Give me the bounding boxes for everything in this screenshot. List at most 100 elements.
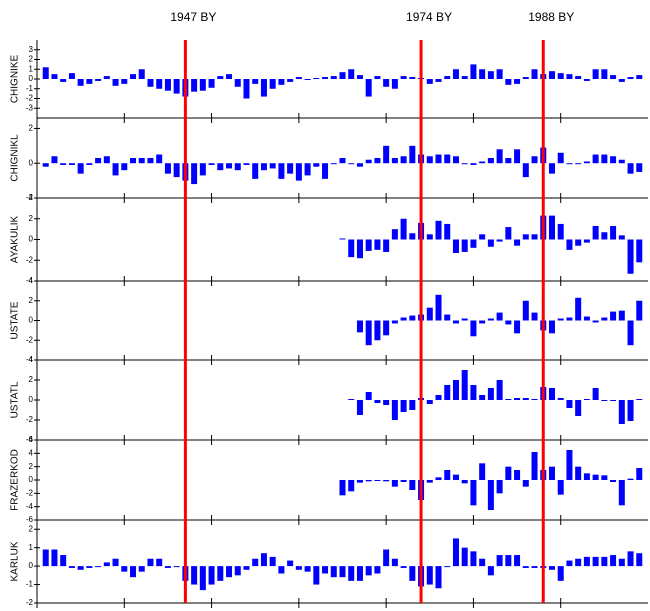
bar — [77, 163, 84, 174]
bar — [147, 558, 154, 567]
bar — [304, 566, 311, 572]
bar — [496, 555, 503, 567]
bar — [199, 163, 206, 176]
bar — [566, 450, 573, 480]
bar — [522, 234, 529, 240]
bar — [426, 307, 433, 321]
bar — [601, 556, 608, 567]
bar — [514, 555, 521, 567]
bar — [636, 468, 643, 480]
bar — [208, 566, 215, 585]
bar — [400, 156, 407, 164]
bar — [496, 380, 503, 400]
bar — [295, 566, 302, 570]
y-tick-label: 6 — [29, 435, 34, 444]
bar — [147, 79, 154, 87]
bar — [68, 566, 75, 568]
bar — [627, 320, 634, 346]
bar — [487, 239, 494, 247]
bar — [391, 79, 398, 89]
bar — [444, 76, 451, 79]
bar — [260, 79, 267, 97]
y-tick-label: -2 — [26, 415, 34, 424]
bar — [42, 67, 49, 79]
bar — [461, 370, 468, 400]
y-tick-label: -2 — [26, 598, 34, 607]
bar — [121, 79, 128, 84]
bar — [304, 163, 311, 176]
bar — [217, 566, 224, 581]
bar — [470, 551, 477, 567]
bar — [627, 551, 634, 567]
y-tick-label: 1 — [29, 543, 34, 552]
bar — [365, 159, 372, 164]
bar — [461, 239, 468, 252]
bar — [86, 163, 93, 165]
bar — [365, 480, 372, 482]
bar — [575, 239, 582, 246]
bar — [548, 215, 555, 240]
y-tick-label: 2 — [29, 462, 34, 471]
bar — [557, 480, 564, 495]
bar — [610, 311, 617, 321]
bar — [365, 392, 372, 400]
bar — [452, 156, 459, 164]
bar — [339, 72, 346, 79]
bar — [409, 566, 416, 581]
bar — [487, 158, 494, 164]
bar — [444, 566, 451, 568]
bar — [217, 76, 224, 79]
bar — [479, 558, 486, 567]
bar — [260, 553, 267, 567]
reference-label: 1947 BY — [170, 10, 216, 24]
bar — [592, 474, 599, 480]
bar — [461, 318, 468, 321]
bar — [374, 480, 381, 481]
bar — [269, 163, 276, 169]
y-tick-label: 2 — [29, 124, 34, 133]
bar — [391, 480, 398, 487]
bar — [618, 480, 625, 506]
bar — [435, 220, 442, 240]
bar — [226, 163, 233, 169]
bar — [226, 566, 233, 578]
bar — [566, 560, 573, 567]
bar — [51, 74, 58, 79]
y-tick-label: 0 — [29, 316, 34, 325]
bar — [191, 79, 198, 92]
bar — [566, 74, 573, 79]
bar — [313, 163, 320, 167]
bar — [514, 149, 521, 164]
bar — [156, 79, 163, 89]
bar — [409, 145, 416, 164]
bar — [86, 79, 93, 84]
bar — [173, 163, 180, 178]
bar — [479, 161, 486, 164]
bar — [409, 315, 416, 321]
bar — [365, 79, 372, 97]
bar — [243, 163, 250, 165]
bar — [295, 163, 302, 181]
bar — [348, 480, 355, 492]
bar — [356, 320, 363, 333]
bar — [295, 77, 302, 79]
bar — [42, 163, 49, 167]
bar — [77, 566, 84, 570]
y-axis-label: CHIGNIKL — [10, 134, 21, 182]
bar — [496, 69, 503, 79]
bar — [557, 566, 564, 581]
bar — [252, 79, 259, 84]
bar — [610, 555, 617, 567]
bar — [514, 398, 521, 400]
bar — [514, 320, 521, 334]
bar — [391, 320, 398, 324]
bar — [583, 473, 590, 480]
bar — [557, 398, 564, 400]
bar — [199, 79, 206, 91]
bar — [374, 158, 381, 164]
bar — [618, 558, 625, 567]
bar — [42, 549, 49, 567]
bar — [470, 385, 477, 400]
y-axis-label: FRAZERKOD — [10, 449, 21, 511]
